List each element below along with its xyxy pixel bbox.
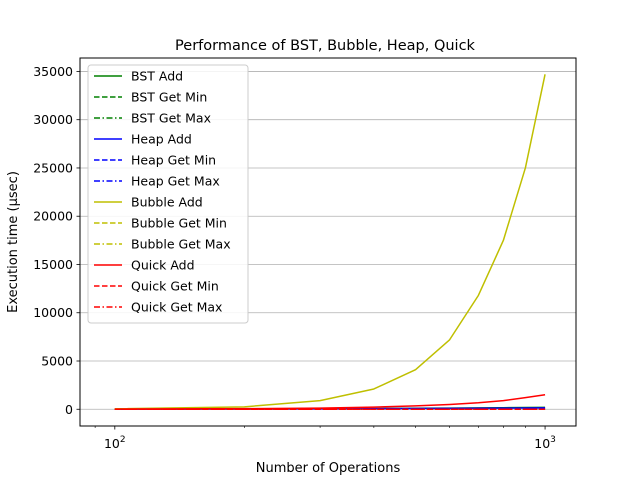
plot-frame <box>79 57 577 427</box>
legend-label: BST Get Max <box>131 111 211 126</box>
legend-label: Bubble Get Max <box>131 237 231 252</box>
legend-label: Quick Get Min <box>131 279 219 294</box>
legend: BST Add BST Get Min BST Get Max Heap Add Hea… <box>87 64 249 324</box>
y-tick-label: 0 <box>65 402 73 417</box>
y-axis-label: Execution time (μsec) <box>6 171 21 313</box>
legend-label: Bubble Add <box>131 195 203 210</box>
series-lines <box>114 74 546 410</box>
x-tick-label: 103 <box>534 435 556 451</box>
x-axis-label: Number of Operations <box>256 461 401 476</box>
y-tick-label: 25000 <box>33 160 73 175</box>
y-tick-label: 10000 <box>33 305 73 320</box>
legend-label: BST Add <box>131 69 183 84</box>
y-tick-label: 20000 <box>33 209 73 224</box>
x-tick-label: 102 <box>104 435 126 451</box>
legend-label: Heap Get Min <box>131 153 216 168</box>
series-line-quick-add <box>114 394 546 410</box>
x-tick-label-exponent: 3 <box>550 435 556 445</box>
x-tick-label-base: 10 <box>104 436 120 451</box>
x-tick-label-exponent: 2 <box>120 435 126 445</box>
legend-label: Quick Get Max <box>131 300 222 315</box>
legend-label: BST Get Min <box>131 90 207 105</box>
series-line-bubble-add <box>114 74 546 410</box>
y-tick-label: 30000 <box>33 112 73 127</box>
legend-label: Quick Add <box>131 258 195 273</box>
x-tick-label-base: 10 <box>534 436 550 451</box>
y-tick-label: 35000 <box>33 64 73 79</box>
legend-box <box>87 64 249 324</box>
legend-label: Heap Get Max <box>131 174 220 189</box>
y-tick-label: 15000 <box>33 257 73 272</box>
chart-title: Performance of BST, Bubble, Heap, Quick <box>175 38 476 54</box>
legend-label: Heap Add <box>131 132 192 147</box>
legend-label: Bubble Get Min <box>131 216 227 231</box>
y-tick-label: 5000 <box>41 354 73 369</box>
